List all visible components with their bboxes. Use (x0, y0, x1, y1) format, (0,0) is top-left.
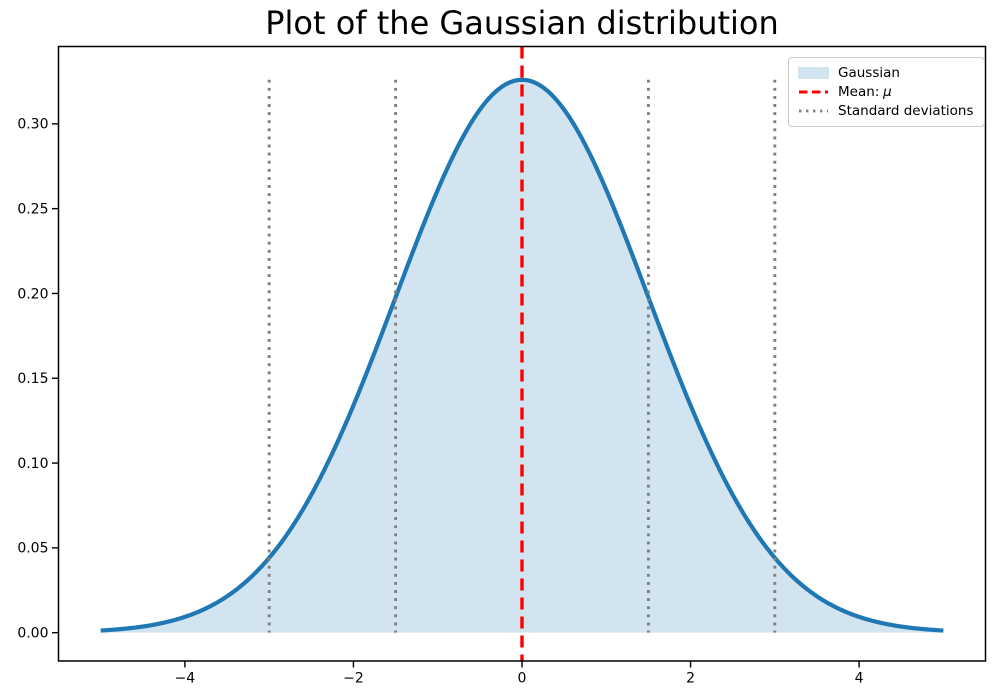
legend-label-gaussian: Gaussian (838, 64, 900, 81)
legend-label-mean: Mean: μ (838, 83, 892, 100)
y-tick-label: 0.25 (17, 201, 48, 217)
x-tick-label: −2 (343, 671, 364, 687)
legend-item-mean: Mean: μ (798, 82, 974, 101)
gaussian-curve (100, 77, 944, 633)
y-tick-label: 0.30 (17, 117, 48, 133)
gaussian-patch-swatch (798, 66, 829, 79)
y-tick-label: 0.05 (17, 541, 48, 557)
legend-label-std: Standard deviations (838, 103, 974, 120)
mean-dashed-line-swatch (799, 90, 828, 94)
y-tick-label: 0.00 (17, 625, 48, 641)
x-tick-label: −4 (175, 671, 196, 687)
x-tick-label: 2 (686, 671, 695, 687)
std-dotted-line-swatch (799, 109, 828, 113)
legend-item-gaussian: Gaussian (798, 63, 974, 82)
x-tick-label: 0 (518, 671, 527, 687)
legend: Gaussian Mean: μ Standard deviations (788, 57, 985, 127)
legend-item-std: Standard deviations (798, 102, 974, 121)
chart-title: Plot of the Gaussian distribution (265, 4, 779, 42)
y-tick-label: 0.20 (17, 286, 48, 302)
x-tick-label: 4 (855, 671, 864, 687)
y-tick-label: 0.10 (17, 456, 48, 472)
y-tick-label: 0.15 (17, 371, 48, 387)
